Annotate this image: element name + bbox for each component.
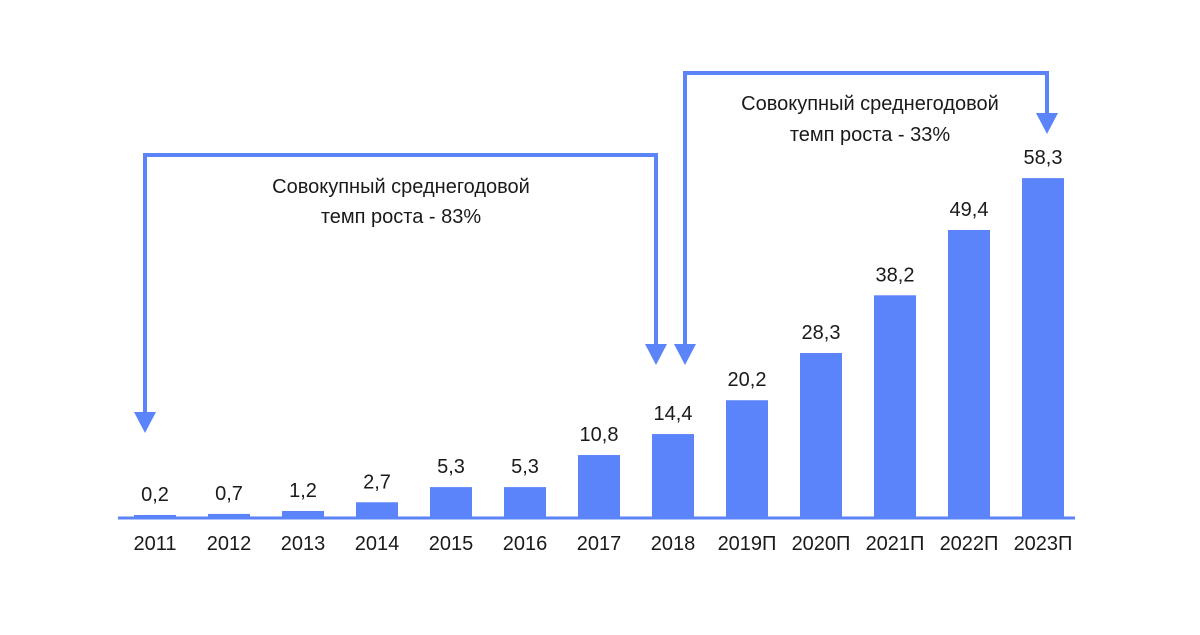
value-label-2014: 2,7 (363, 471, 391, 493)
bar-2022П (948, 229, 990, 519)
category-label-2018: 2018 (651, 533, 696, 555)
category-label-2011: 2011 (133, 533, 176, 555)
value-label-2017: 10,8 (580, 424, 619, 446)
value-label-2023П: 58,3 (1024, 147, 1063, 169)
bar-2016 (504, 487, 546, 518)
value-label-2012: 0,7 (215, 483, 243, 505)
bar-2012 (208, 513, 250, 518)
annotation-arrow-2-line (683, 71, 1049, 344)
annotation-arrow-1-arrowhead-left (134, 412, 156, 433)
value-label-2022П: 49,4 (950, 199, 989, 221)
category-label-2015: 2015 (429, 533, 474, 555)
category-label-2022П: 2022П (940, 533, 999, 555)
annotation-arrow-1-line (143, 153, 658, 412)
annotation-1-line-1: Совокупный среднегодовой (272, 176, 530, 198)
value-label-2011: 0,2 (141, 484, 169, 506)
value-label-2013: 1,2 (289, 480, 317, 502)
value-label-2018: 14,4 (654, 403, 693, 425)
bar-2021П (874, 295, 916, 518)
bar-2017 (578, 455, 620, 518)
annotation-arrow-1-arrowhead-right (645, 344, 667, 365)
bar-2014 (356, 502, 398, 518)
category-label-2020П: 2020П (792, 533, 851, 555)
value-label-2020П: 28,3 (802, 322, 841, 344)
annotation-arrow-2-arrowhead-right (1036, 113, 1058, 134)
value-label-2019П: 20,2 (728, 369, 767, 391)
category-label-2014: 2014 (355, 533, 400, 555)
category-label-2021П: 2021П (866, 533, 925, 555)
annotation-2-line-2: темп роста - 33% (790, 124, 951, 146)
category-label-2019П: 2019П (718, 533, 777, 555)
category-label-2023П: 2023П (1014, 533, 1073, 555)
bar-2023П (1022, 178, 1064, 518)
annotation-arrow-2-arrowhead-left (674, 344, 696, 365)
category-label-2017: 2017 (577, 533, 622, 555)
annotation-2-line-1: Совокупный среднегодовой (741, 93, 999, 115)
bar-2013 (282, 511, 324, 518)
bar-2020П (800, 353, 842, 518)
value-label-2021П: 38,2 (876, 264, 915, 286)
value-label-2016: 5,3 (511, 456, 539, 478)
bar-2018 (652, 434, 694, 518)
bar-2019П (726, 400, 768, 518)
category-label-2012: 2012 (207, 533, 252, 555)
category-label-2016: 2016 (503, 533, 548, 555)
value-label-2015: 5,3 (437, 456, 465, 478)
category-label-2013: 2013 (281, 533, 326, 555)
annotation-1-line-2: темп роста - 83% (321, 206, 482, 228)
bar-2015 (430, 487, 472, 518)
